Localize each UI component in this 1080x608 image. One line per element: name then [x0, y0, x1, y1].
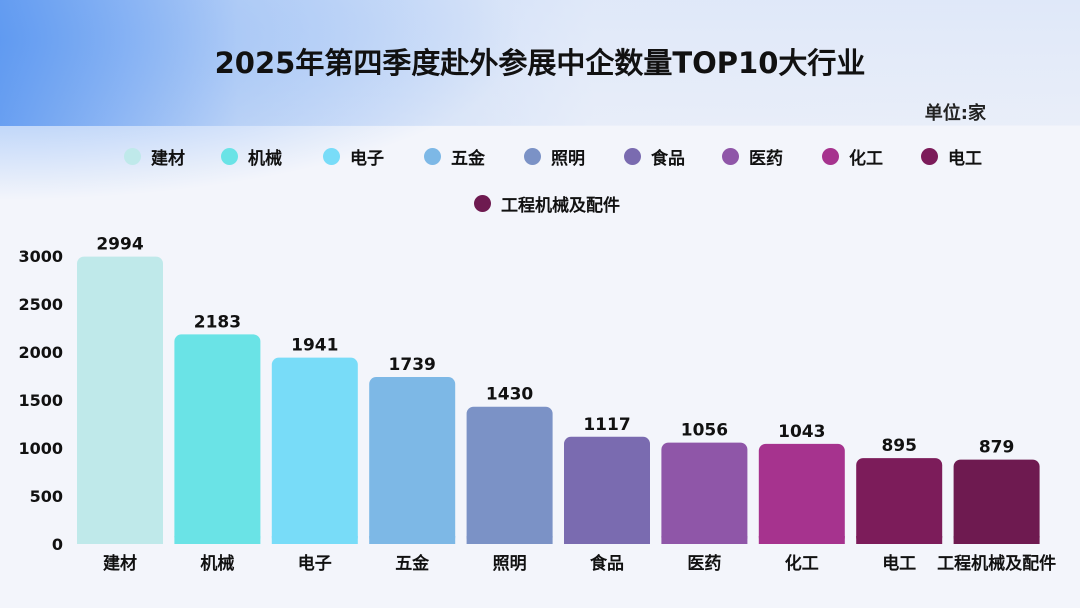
bar — [271, 357, 358, 544]
unit-label: 单位:家 — [924, 103, 986, 124]
bar — [466, 406, 553, 544]
legend-swatch — [124, 147, 141, 165]
legend-item: 五金 — [424, 145, 485, 169]
y-tick-label: 2500 — [18, 295, 63, 314]
legend-label: 医药 — [749, 148, 783, 169]
data-label: 2183 — [194, 312, 241, 332]
legend-item: 医药 — [722, 145, 783, 169]
legend-label: 化工 — [849, 148, 883, 169]
legend-item: 照明 — [524, 145, 585, 169]
y-tick-label: 2000 — [18, 343, 63, 362]
legend-label: 机械 — [248, 148, 282, 169]
legend-item: 机械 — [221, 145, 282, 169]
data-label: 895 — [881, 436, 917, 456]
legend-swatch — [722, 147, 739, 165]
legend-swatch — [921, 147, 938, 165]
bar — [174, 334, 261, 544]
y-tick-label: 500 — [30, 487, 63, 506]
bar-base — [856, 536, 943, 544]
legend-swatch — [624, 147, 641, 165]
bar-base — [77, 536, 163, 544]
legend-swatch — [221, 147, 238, 165]
data-label: 1739 — [389, 355, 436, 375]
legend-item: 化工 — [822, 145, 883, 169]
legend-item: 电子 — [323, 145, 384, 169]
bar-base — [174, 536, 261, 544]
legend-label: 食品 — [651, 148, 685, 169]
x-tick-label: 电子 — [298, 553, 332, 574]
y-tick-label: 1000 — [18, 439, 63, 458]
x-tick-label: 化工 — [785, 553, 819, 574]
y-tick-label: 0 — [52, 535, 63, 554]
data-label: 1430 — [486, 385, 533, 405]
x-tick-label: 机械 — [200, 553, 234, 574]
legend-label: 工程机械及配件 — [501, 195, 620, 216]
bar — [953, 459, 1040, 544]
legend-swatch — [474, 194, 491, 212]
bar — [661, 442, 748, 544]
bar — [564, 436, 650, 544]
y-tick-label: 1500 — [18, 391, 63, 410]
bar — [758, 443, 845, 544]
bar — [77, 256, 163, 544]
data-label: 2994 — [96, 235, 143, 255]
x-tick-label: 医药 — [687, 553, 721, 574]
legend-item: 工程机械及配件 — [474, 192, 620, 216]
data-label: 1056 — [681, 421, 728, 441]
legend-item: 食品 — [624, 145, 685, 169]
data-label: 879 — [979, 438, 1015, 458]
header-band — [0, 0, 1080, 126]
bar-base — [564, 536, 650, 544]
legend-item: 电工 — [921, 145, 982, 169]
x-tick-label: 建材 — [103, 553, 137, 574]
chart-title: 2025年第四季度赴外参展中企数量TOP10大行业 — [214, 46, 866, 80]
bar-base — [953, 536, 1040, 544]
x-tick-label: 工程机械及配件 — [937, 553, 1056, 574]
legend-label: 建材 — [151, 148, 185, 169]
bar-base — [466, 536, 553, 544]
data-label: 1117 — [583, 415, 630, 435]
legend-label: 五金 — [451, 148, 485, 169]
bar — [856, 458, 943, 544]
legend-item: 建材 — [124, 145, 185, 169]
legend-label: 电工 — [948, 148, 982, 169]
x-tick-label: 食品 — [590, 553, 624, 574]
legend-swatch — [323, 147, 340, 165]
x-tick-label: 电工 — [882, 553, 916, 574]
legend-swatch — [822, 147, 839, 165]
legend-label: 照明 — [551, 148, 585, 169]
legend-swatch — [424, 147, 441, 165]
bar-base — [271, 536, 358, 544]
x-tick-label: 五金 — [395, 553, 430, 574]
data-label: 1941 — [291, 336, 338, 356]
data-label: 1043 — [778, 422, 825, 442]
bar-base — [369, 536, 456, 544]
y-tick-label: 3000 — [18, 247, 63, 266]
x-tick-label: 照明 — [493, 554, 527, 574]
legend-swatch — [524, 147, 541, 165]
bar — [369, 377, 456, 544]
legend-label: 电子 — [350, 148, 384, 169]
bar-base — [758, 536, 845, 544]
bar-base — [661, 536, 748, 544]
